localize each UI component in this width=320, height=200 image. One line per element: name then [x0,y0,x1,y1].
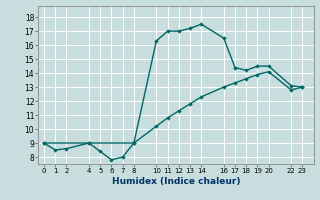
X-axis label: Humidex (Indice chaleur): Humidex (Indice chaleur) [112,177,240,186]
